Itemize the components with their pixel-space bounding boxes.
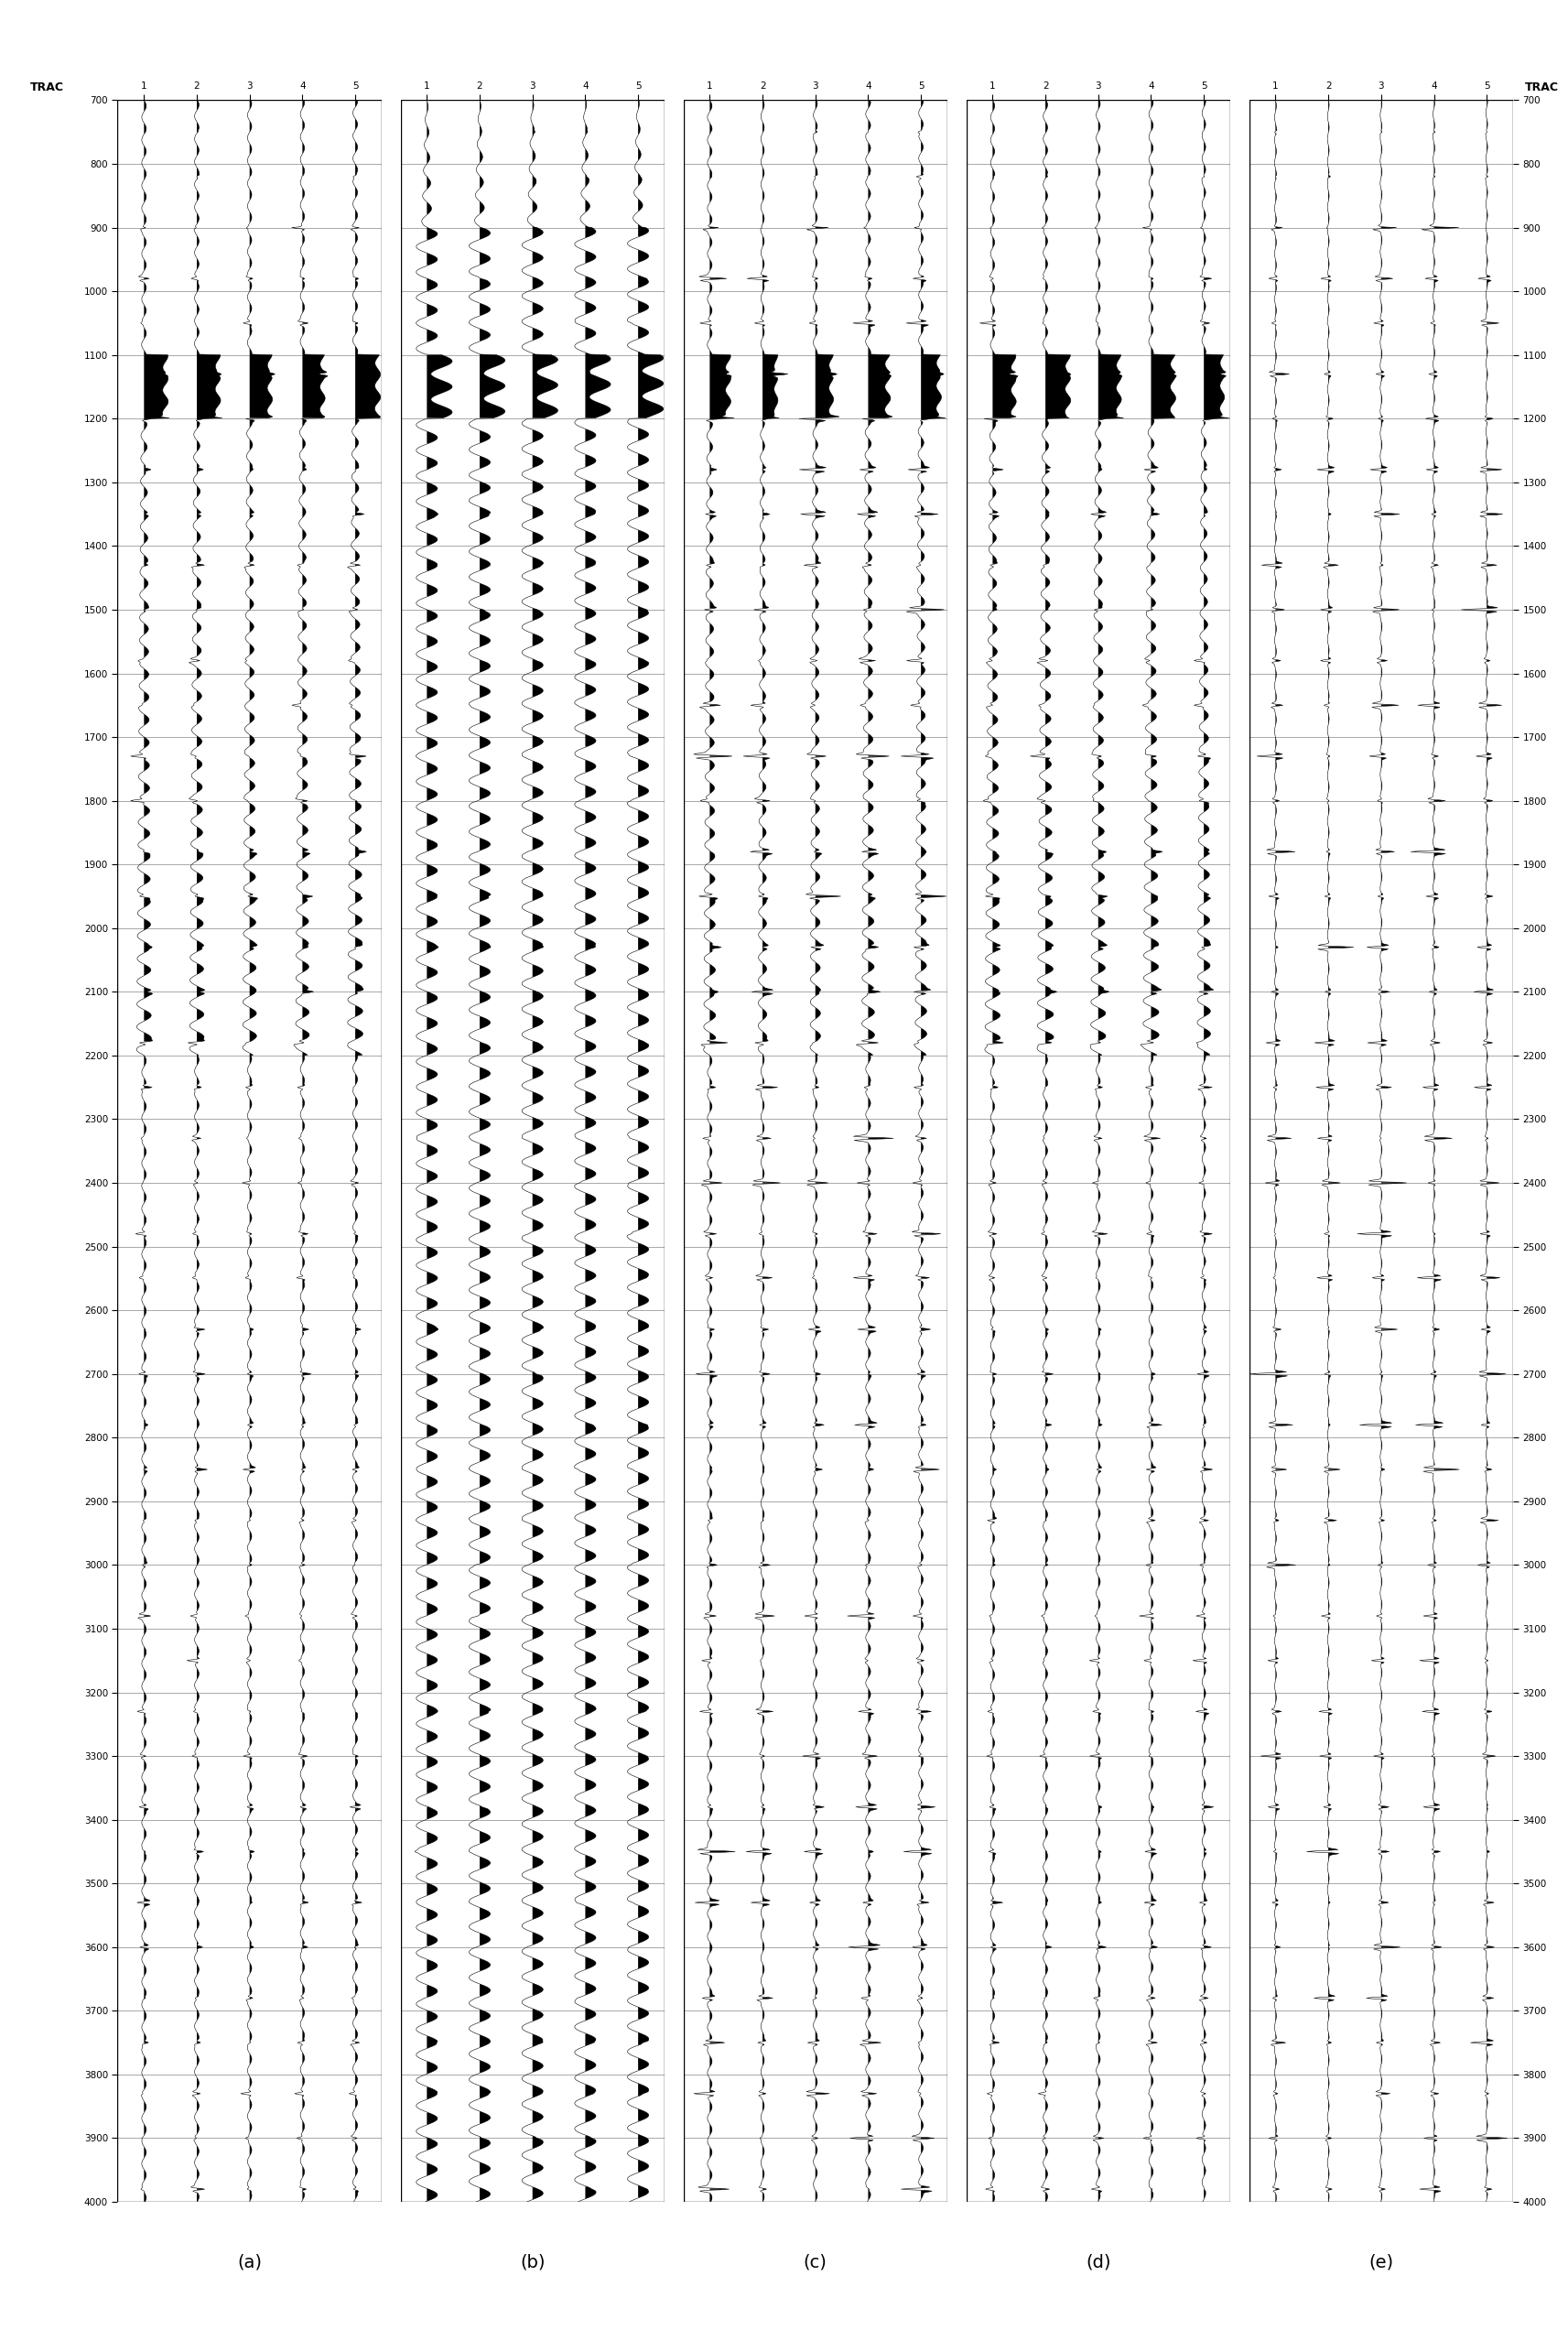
Text: (d): (d) [1085,2253,1110,2269]
Text: TRAC: TRAC [1524,82,1559,93]
Text: (a): (a) [237,2253,262,2269]
Text: (e): (e) [1369,2253,1394,2269]
Text: TRAC: TRAC [30,82,64,93]
Text: (c): (c) [803,2253,828,2269]
Text: (b): (b) [521,2253,546,2269]
